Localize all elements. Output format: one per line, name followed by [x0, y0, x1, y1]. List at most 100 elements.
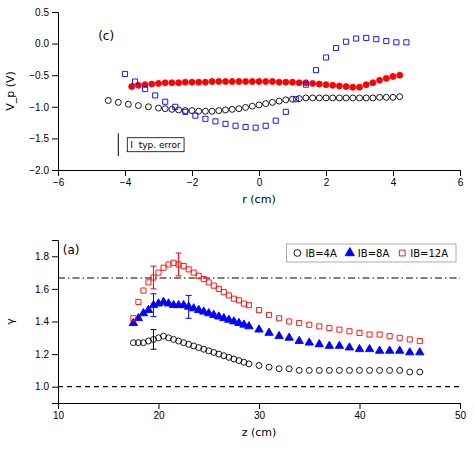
- tick-mark: [192, 170, 193, 176]
- point: [256, 102, 262, 108]
- point: [347, 329, 352, 334]
- error-bar-cap: [186, 318, 192, 319]
- point: [417, 369, 423, 375]
- point: [209, 79, 215, 85]
- point: [316, 95, 322, 101]
- point: [243, 104, 249, 110]
- point: [287, 319, 292, 324]
- point: [243, 79, 249, 85]
- point: [336, 367, 342, 373]
- point: [241, 301, 246, 306]
- tick-label: 1.8: [35, 251, 49, 262]
- point: [276, 98, 282, 104]
- point: [135, 82, 141, 88]
- series: [131, 253, 423, 344]
- tick-mark: [52, 44, 58, 45]
- point: [145, 104, 151, 110]
- point: [122, 71, 127, 76]
- tick-label: 40: [354, 410, 366, 421]
- point: [357, 330, 362, 335]
- point: [136, 299, 141, 304]
- point: [273, 118, 278, 123]
- point: [370, 80, 376, 86]
- tick: −6: [53, 170, 65, 188]
- point: [385, 346, 393, 353]
- point: [337, 327, 342, 332]
- point: [417, 339, 422, 344]
- error-bar: [176, 253, 182, 276]
- point: [383, 75, 389, 81]
- axis-line: [59, 171, 461, 177]
- point: [375, 346, 383, 353]
- label-box: [127, 138, 184, 152]
- point: [186, 267, 191, 272]
- point: [336, 83, 342, 89]
- tick-mark: [52, 322, 58, 323]
- point: [316, 81, 322, 87]
- error-bar-cap: [150, 349, 156, 350]
- point: [166, 262, 171, 267]
- point: [370, 95, 376, 101]
- tick: 30: [254, 403, 266, 421]
- tick-mark: [259, 170, 260, 176]
- tick: 2: [324, 170, 330, 188]
- point: [363, 82, 369, 88]
- point: [206, 280, 211, 285]
- point: [276, 79, 282, 85]
- chart: −6−4−20246−2.0−1.5−1.0−0.50.00.5r (cm)V_…: [0, 0, 474, 455]
- legend-item: IB=12A: [399, 248, 448, 259]
- panel-label: (c): [98, 29, 114, 43]
- point: [387, 367, 393, 373]
- point: [182, 108, 188, 114]
- point: [236, 298, 241, 303]
- point: [313, 68, 318, 73]
- x-axis-title: z (cm): [242, 426, 277, 439]
- point: [269, 99, 275, 105]
- point: [296, 367, 302, 373]
- tick-mark: [259, 403, 260, 409]
- point: [275, 331, 283, 338]
- point: [346, 367, 352, 373]
- point: [303, 80, 309, 86]
- error-bar: [150, 294, 156, 317]
- tick: 1.0: [35, 381, 58, 392]
- y-axis-title: γ: [4, 318, 17, 325]
- point: [330, 95, 336, 101]
- error-bar-stem: [153, 266, 154, 289]
- point: [216, 286, 221, 291]
- point: [265, 328, 273, 335]
- point: [416, 348, 424, 355]
- point: [181, 264, 186, 269]
- point: [384, 39, 389, 44]
- point: [397, 94, 403, 100]
- point: [350, 95, 356, 101]
- point: [221, 290, 226, 295]
- legend-label: IB=8A: [358, 248, 390, 259]
- point: [364, 35, 369, 40]
- point: [397, 335, 402, 340]
- point: [143, 87, 148, 92]
- point: [193, 113, 198, 118]
- point: [211, 283, 216, 288]
- tick: −0.5: [29, 70, 58, 81]
- tick-label: 50: [455, 410, 467, 421]
- point: [176, 107, 182, 113]
- y-axis: −2.0−1.5−1.0−0.50.00.5: [29, 7, 58, 176]
- tick-mark: [52, 256, 58, 257]
- point: [310, 95, 316, 101]
- point: [246, 361, 252, 367]
- point: [135, 103, 141, 109]
- tick: 1.8: [35, 251, 58, 262]
- x-axis: 1020304050: [53, 403, 467, 421]
- tick-label: 10: [53, 410, 65, 421]
- series: [129, 72, 403, 90]
- point: [256, 308, 261, 313]
- legend-symbol: [294, 250, 301, 257]
- tick-mark: [52, 387, 58, 388]
- point: [293, 97, 298, 102]
- tick-label: 6: [458, 177, 464, 188]
- point: [330, 82, 336, 88]
- point: [149, 81, 155, 87]
- series: [130, 330, 422, 375]
- point: [357, 84, 363, 90]
